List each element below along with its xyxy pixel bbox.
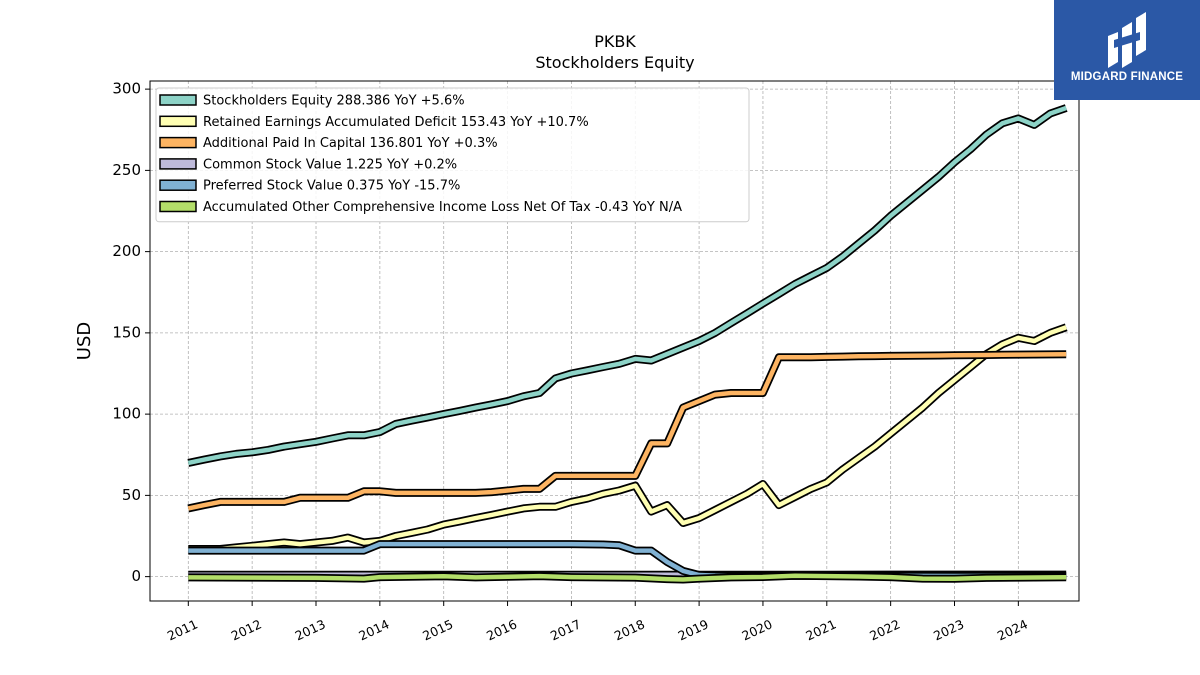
x-tick-label: 2016 [484,616,519,643]
legend-label: Additional Paid In Capital 136.801 YoY +… [203,136,498,151]
series-lines [187,104,1068,584]
legend-label: Common Stock Value 1.225 YoY +0.2% [203,157,457,172]
x-tick-label: 2012 [229,616,264,643]
x-tick-label: 2023 [931,616,966,643]
legend-label: Stockholders Equity 288.386 YoY +5.6% [203,94,465,109]
legend-swatch [159,179,197,191]
y-axis-label: USD [74,322,95,360]
legend-label: Accumulated Other Comprehensive Income L… [203,200,682,215]
midgard-logo-icon [1108,12,1146,68]
legend-swatch [159,200,197,213]
x-tick-label: 2024 [995,616,1030,643]
y-tick-label: 0 [131,567,141,585]
chart-subtitle: Stockholders Equity [535,53,694,72]
plot-frame [149,80,1080,602]
brand-name: MIDGARD FINANCE [1070,71,1184,83]
x-tick-label: 2019 [676,616,711,643]
series-line [187,352,1067,511]
y-tick-label: 150 [112,323,141,341]
x-tick-label: 2015 [420,616,455,643]
y-tick-label: 250 [112,161,141,179]
y-tick-label: 50 [122,486,141,504]
y-tick-label: 200 [112,242,141,260]
series-line [187,105,1067,466]
legend-swatch [159,115,197,128]
legend-label: Retained Earnings Accumulated Deficit 15… [203,115,589,130]
x-tick-label: 2021 [803,616,838,643]
brand-logo: MIDGARD FINANCE [1054,0,1200,100]
x-tick-label: 2014 [356,616,391,643]
x-tick-label: 2011 [165,616,200,643]
y-axis: 0 50 100 150 200 250 300 [112,80,150,585]
legend-swatch [159,94,197,106]
legend-swatch [159,158,197,170]
series-line [188,325,1067,552]
x-tick-label: 2022 [867,616,902,643]
x-tick-label: 2018 [612,616,647,643]
x-tick-label: 2020 [739,616,774,643]
y-tick-label: 300 [112,80,141,98]
legend-label: Preferred Stock Value 0.375 YoY -15.7% [203,179,460,194]
x-tick-label: 2017 [548,616,583,643]
x-tick-label: 2013 [293,616,328,643]
legend-swatch [159,136,197,149]
series-line [188,573,1067,582]
y-tick-label: 100 [112,405,141,423]
legend-box [155,87,750,223]
chart-title: PKBK [594,32,636,51]
legend: Stockholders Equity 288.386 YoY +5.6% Ret… [155,87,750,223]
x-axis: 2011 2012 2013 2014 2015 2016 2017 2018 2019 2020… [165,601,1030,643]
